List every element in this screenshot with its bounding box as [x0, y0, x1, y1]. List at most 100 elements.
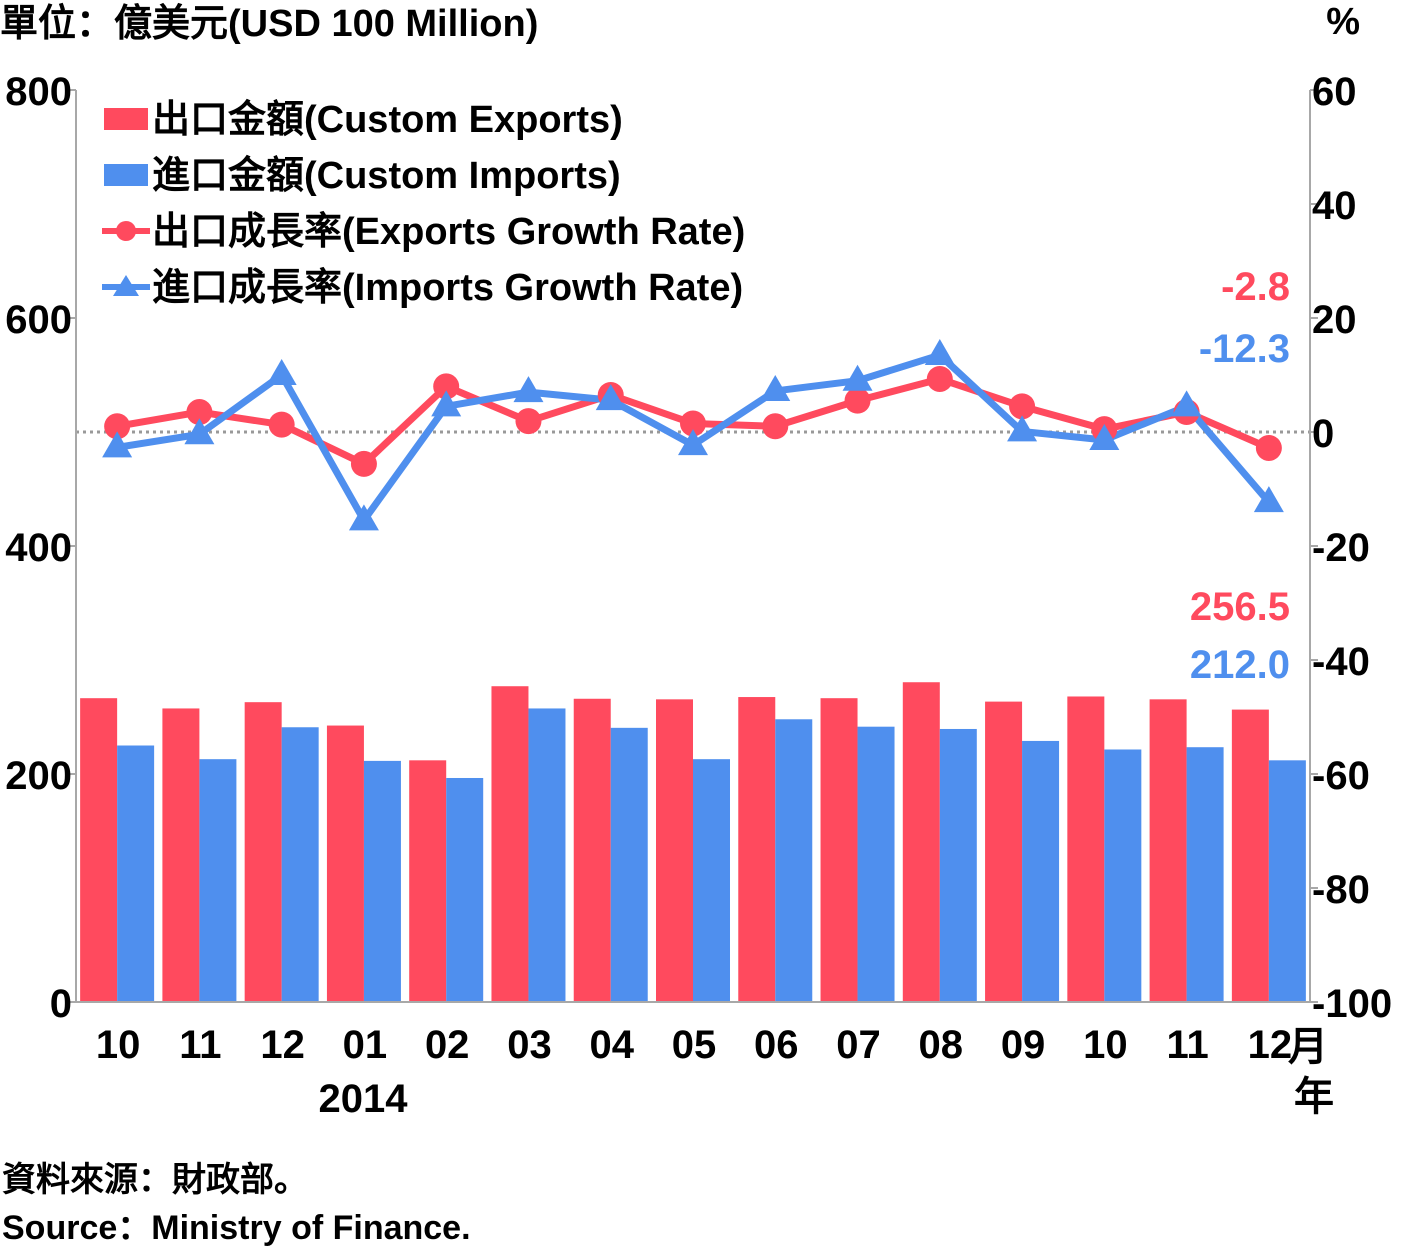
x-tick-label-6: 04 [589, 1023, 634, 1067]
bar-series-group [80, 682, 1306, 1002]
export-growth-point-8 [762, 413, 789, 440]
import-growth-point-1 [184, 418, 215, 445]
import-growth-point-9 [842, 364, 873, 391]
legend-swatch-exports [104, 108, 148, 130]
x-tick-label-10: 08 [919, 1023, 964, 1067]
left-tick-label-0: 0 [50, 982, 72, 1026]
export-bar-2 [244, 702, 282, 1002]
export-bar-0 [80, 698, 118, 1002]
import-bar-1 [199, 759, 237, 1002]
export-growth-point-3 [350, 450, 377, 477]
import-bar-5 [528, 708, 566, 1002]
import-growth-point-13 [1171, 390, 1202, 417]
right-axis-title: % [1326, 1, 1360, 43]
legend-label-import-growth: 進口成長率(Imports Growth Rate) [152, 267, 743, 309]
export-growth-point-14 [1255, 434, 1282, 461]
import-growth-point-12 [1089, 423, 1120, 450]
import-value-annotation: 212.0 [1190, 643, 1290, 687]
import-growth-point-2 [266, 359, 297, 385]
left-tick-label-1: 200 [5, 754, 72, 798]
export-growth-point-7 [680, 410, 706, 437]
x-tick-label-8: 06 [754, 1023, 799, 1067]
import-growth-point-10 [924, 339, 955, 366]
x-tick-label-13: 11 [1166, 1023, 1208, 1067]
x-tick-label-5: 03 [507, 1023, 552, 1067]
import-bar-14 [1268, 760, 1306, 1002]
x-tick-label-4: 02 [425, 1023, 470, 1067]
right-tick-label-2: -60 [1312, 754, 1370, 798]
x-tick-label-9: 07 [836, 1023, 881, 1067]
export-growth-point-2 [268, 411, 295, 438]
export-bar-6 [573, 698, 611, 1002]
legend-marker-triangle-icon [113, 275, 139, 296]
import-bar-11 [1022, 740, 1060, 1002]
legend-marker-circle-icon [116, 221, 136, 241]
right-tick-label-7: 40 [1312, 184, 1357, 228]
export-growth-point-5 [515, 408, 542, 435]
import-growth-point-11 [1007, 415, 1038, 442]
legend-swatch-imports [104, 164, 148, 186]
x-tick-label-7: 05 [672, 1023, 717, 1067]
year-label: 2014 [319, 1077, 409, 1121]
import-bar-12 [1104, 749, 1142, 1002]
source-note-en: Source：Ministry of Finance. [2, 1209, 471, 1247]
import-growth-point-8 [760, 374, 791, 401]
import-bar-0 [117, 745, 155, 1002]
export-bar-4 [409, 760, 447, 1002]
import-growth-point-3 [348, 504, 379, 531]
import-growth-point-7 [678, 429, 708, 456]
x-tick-label-11: 09 [1001, 1023, 1046, 1067]
export-growth-point-9 [844, 387, 871, 414]
import-growth-point-14 [1253, 486, 1284, 513]
import-bar-6 [610, 727, 648, 1002]
export-bar-1 [162, 708, 200, 1002]
import-growth-point-4 [431, 390, 462, 417]
import-growth-point-0 [102, 431, 133, 458]
right-tick-label-1: -80 [1312, 868, 1370, 912]
right-tick-label-8: 60 [1312, 70, 1357, 114]
legend-label-export-growth: 出口成長率(Exports Growth Rate) [152, 211, 745, 253]
x-tick-label-12: 10 [1083, 1023, 1128, 1067]
import-bar-9 [857, 726, 895, 1002]
legend: 出口金額(Custom Exports) 進口金額(Custom Imports… [102, 98, 745, 309]
x-axis-labels: 10 11 12 01 02 03 04 05 06 07 08 09 10 11 12 [96, 1023, 1292, 1067]
export-bar-7 [656, 699, 693, 1002]
right-tick-label-3: -40 [1312, 640, 1370, 684]
legend-label-imports: 進口金額(Custom Imports) [152, 154, 621, 197]
export-growth-point-4 [433, 373, 460, 400]
export-growth-point-11 [1009, 393, 1036, 420]
import-growth-annotation: -12.3 [1199, 327, 1290, 371]
export-value-annotation: 256.5 [1190, 585, 1290, 629]
year-unit-label: 年 [1294, 1075, 1334, 1119]
export-growth-point-10 [926, 365, 953, 392]
left-tick-label-4: 800 [5, 70, 72, 114]
chart-canvas: 單位：億美元(USD 100 Million) % 0200400600800-… [0, 1, 1392, 1121]
export-bar-5 [491, 686, 529, 1002]
right-tick-label-4: -20 [1312, 526, 1370, 570]
export-bar-13 [1149, 699, 1187, 1002]
export-bar-14 [1231, 709, 1269, 1002]
import-bar-13 [1186, 747, 1224, 1002]
export-bar-10 [902, 682, 940, 1002]
left-tick-label-2: 400 [5, 526, 72, 570]
month-unit-label: 月 [1288, 1025, 1328, 1069]
import-bar-4 [446, 777, 484, 1002]
export-bar-8 [738, 697, 776, 1002]
source-note-zh: 資料來源：財政部。 [2, 1161, 308, 1199]
import-bar-10 [939, 728, 977, 1002]
export-bar-3 [326, 725, 364, 1002]
import-growth-point-6 [595, 384, 626, 411]
axis-ticks: 0 200 400 600 800 -100 -80 -60 -40 -20 0 20 40 60 [5, 70, 1392, 1026]
left-tick-label-3: 600 [5, 298, 72, 342]
line-series-group [102, 339, 1284, 531]
right-tick-label-5: 0 [1312, 412, 1334, 456]
x-tick-label-1: 11 [179, 1023, 221, 1067]
import-bar-3 [363, 760, 401, 1002]
x-tick-label-14: 12 [1248, 1023, 1293, 1067]
right-tick-label-0: -100 [1312, 982, 1392, 1026]
x-tick-label-2: 12 [260, 1023, 305, 1067]
legend-label-exports: 出口金額(Custom Exports) [152, 98, 623, 141]
import-bar-2 [281, 727, 319, 1002]
export-growth-point-0 [104, 413, 131, 440]
import-growth-point-5 [513, 376, 544, 403]
